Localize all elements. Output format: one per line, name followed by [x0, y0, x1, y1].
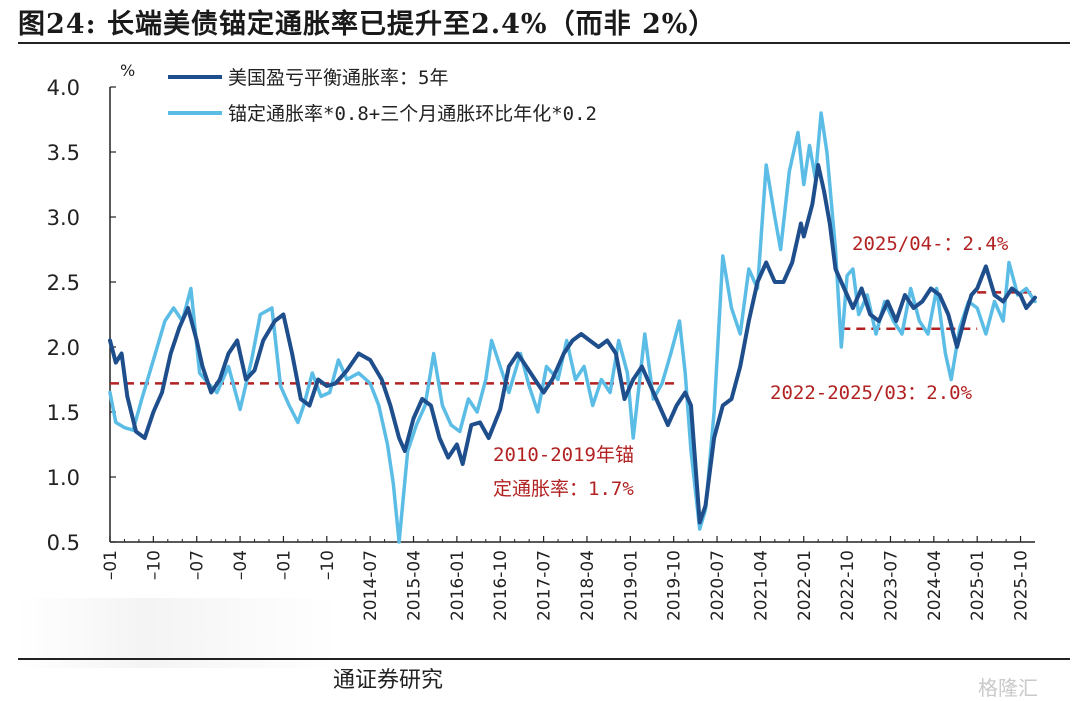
annotation-text: 2022-2025/03：2.0% — [770, 382, 973, 404]
y-tick-label: 4.0 — [47, 76, 80, 100]
x-tick-label: 2022-01 — [795, 550, 815, 621]
y-tick-label: 0.5 — [47, 531, 80, 555]
x-tick-label: –01 — [101, 550, 121, 580]
y-tick-label: 3.5 — [47, 141, 80, 165]
x-tick-label: 2020-07 — [708, 550, 728, 621]
x-tick-label: 2023-07 — [881, 550, 901, 621]
x-tick-label: 2016-01 — [448, 550, 468, 621]
legend-label-1: 美国盈亏平衡通胀率：5年 — [228, 67, 448, 89]
y-tick-label: 1.0 — [47, 466, 80, 490]
x-tick-label: 2025-10 — [1012, 550, 1032, 621]
series-lines — [108, 111, 1037, 544]
x-tick-label: 2025-01 — [968, 550, 988, 621]
x-tick-label: 2015-04 — [405, 550, 425, 621]
y-tick-label: 1.5 — [47, 401, 80, 425]
x-tick-label: –04 — [231, 550, 251, 580]
y-unit-label: % — [120, 61, 135, 80]
x-tick-label: –10 — [318, 550, 338, 580]
x-tick-label: 2022-10 — [838, 550, 858, 621]
reference-lines — [110, 291, 1035, 385]
x-tick-label: 2016-10 — [491, 550, 511, 621]
chart-title: 图24: 长端美债锚定通胀率已提升至2.4%（而非 2%） — [18, 9, 717, 40]
legend-label-2: 锚定通胀率*0.8+三个月通胀环比年化*0.2 — [228, 103, 597, 125]
x-tick-label: –10 — [144, 550, 164, 580]
x-tick-label: 2019-01 — [621, 550, 641, 621]
annotation-text-line2: 定通胀率：1.7% — [493, 478, 634, 500]
y-tick-label: 3.0 — [47, 206, 80, 230]
chart-axes: 4.0 3.5 3.0 2.5 2.0 1.5 1.0 0.5% –01 –10 –07 –04 –01… — [47, 61, 1035, 621]
source-note: 通证券研究 — [333, 668, 444, 693]
source-rule — [18, 658, 1070, 660]
x-tick-label: 2014-07 — [361, 550, 381, 621]
y-tick-label: 2.0 — [47, 336, 80, 360]
series-line-1 — [108, 163, 1037, 525]
annotation-text: 2010-2019年锚 — [493, 444, 634, 466]
x-tick-label: 2024-04 — [925, 550, 945, 621]
blurred-region — [18, 598, 338, 668]
title-rule — [18, 42, 1070, 44]
x-tick-label: 2021-04 — [751, 550, 771, 621]
y-tick-label: 2.5 — [47, 271, 80, 295]
x-tick-label: 2019-10 — [665, 550, 685, 621]
x-tick-label: –07 — [188, 550, 208, 580]
annotation-text: 2025/04-：2.4% — [852, 233, 1009, 255]
x-tick-label: 2018-04 — [578, 550, 598, 621]
x-tick-label: 2017-07 — [535, 550, 555, 621]
x-tick-label: –01 — [274, 550, 294, 580]
watermark: 格隆汇 — [978, 676, 1038, 700]
